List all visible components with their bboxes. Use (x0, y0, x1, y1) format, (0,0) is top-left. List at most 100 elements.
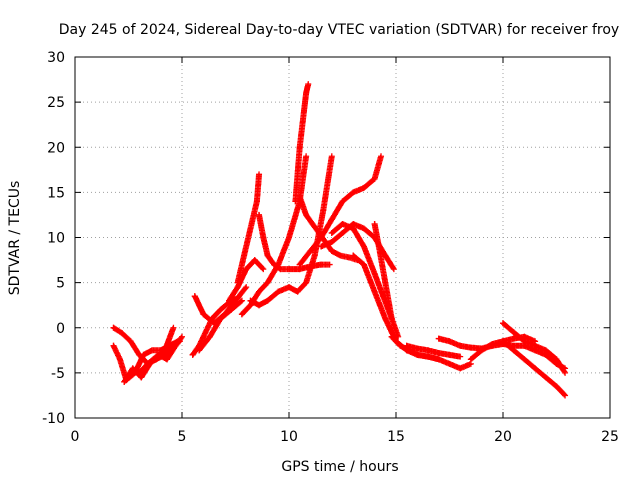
data-point (414, 345, 421, 352)
x-tick-label: 0 (71, 429, 80, 445)
data-point (217, 315, 224, 322)
data-point (300, 108, 307, 115)
data-point (149, 347, 156, 354)
data-point (510, 329, 517, 336)
data-point (337, 252, 344, 259)
y-tick-label: 20 (47, 140, 65, 156)
series-track-26 (521, 342, 569, 372)
series-track-19 (371, 220, 402, 340)
y-tick-label: -5 (51, 366, 65, 382)
data-point (179, 333, 185, 340)
data-point (318, 243, 325, 250)
data-point (510, 335, 517, 342)
data-point (238, 297, 245, 304)
data-point (305, 81, 312, 88)
data-point (253, 198, 260, 205)
data-point (260, 234, 267, 241)
x-tick-label: 15 (387, 429, 405, 445)
data-point (371, 270, 378, 277)
data-point (553, 383, 560, 390)
data-point (425, 353, 432, 360)
data-point (127, 338, 134, 345)
data-point (360, 243, 367, 250)
series-track-12 (292, 81, 312, 205)
data-point (339, 229, 346, 236)
data-point (296, 144, 303, 151)
data-point (542, 351, 549, 358)
data-point (328, 239, 335, 246)
data-point (397, 342, 404, 349)
data-point (161, 347, 168, 354)
data-point (303, 211, 310, 218)
axis-ticks: 0 5 10 15 20 25 -10 -5 0 5 10 15 20 25 30 (42, 50, 619, 445)
data-point (360, 225, 367, 232)
data-point (264, 279, 271, 286)
data-point (307, 248, 314, 255)
data-point (371, 175, 378, 182)
data-point (382, 279, 389, 286)
data-point (264, 297, 271, 304)
data-point (457, 342, 464, 349)
data-point (136, 369, 143, 376)
data-point (119, 330, 126, 337)
data-point (328, 216, 335, 223)
data-point (189, 351, 196, 358)
data-point (382, 315, 389, 322)
series-track-04 (136, 324, 177, 376)
data-point (234, 284, 241, 291)
data-point (200, 311, 207, 318)
data-point (226, 297, 233, 304)
data-point (328, 248, 335, 255)
data-point (296, 261, 303, 268)
data-point (435, 350, 442, 357)
data-point (532, 347, 539, 354)
data-point (294, 288, 301, 295)
data-point (435, 335, 442, 342)
data-point (303, 90, 310, 97)
series-track-07 (196, 297, 245, 354)
y-tick-label: -10 (42, 411, 65, 427)
data-point (510, 347, 517, 354)
data-point (371, 220, 378, 227)
data-point (286, 266, 292, 273)
data-point (403, 342, 410, 349)
data-point (275, 261, 282, 268)
y-axis-label: SDTVAR / TECUs (7, 181, 23, 296)
data-point (296, 193, 303, 200)
data-point (256, 211, 263, 218)
data-point (542, 374, 549, 381)
data-point (196, 347, 203, 354)
data-point (303, 279, 310, 286)
series-track-24 (500, 338, 569, 399)
data-point (121, 378, 128, 385)
data-point (311, 252, 318, 259)
data-point (256, 288, 263, 295)
data-point (390, 266, 397, 273)
data-point (446, 360, 453, 367)
data-point (256, 302, 263, 309)
data-point (328, 229, 335, 236)
data-point (562, 392, 569, 399)
series-track-09 (256, 211, 333, 273)
data-point (217, 306, 224, 313)
data-point (129, 365, 136, 372)
x-tick-label: 5 (178, 429, 187, 445)
data-points (110, 81, 569, 399)
data-point (202, 329, 209, 336)
data-point (318, 261, 325, 268)
data-point (395, 333, 402, 340)
data-point (425, 347, 432, 354)
data-point (500, 338, 506, 345)
data-point (414, 351, 421, 358)
data-point (170, 324, 177, 331)
y-tick-label: 15 (47, 185, 65, 201)
series-track-15 (296, 153, 385, 268)
series-track-08 (234, 171, 263, 286)
data-point (275, 288, 282, 295)
data-point (489, 340, 496, 347)
data-point (144, 360, 151, 367)
data-point (286, 284, 292, 291)
data-point (286, 234, 292, 241)
data-point (446, 351, 453, 358)
data-point (318, 234, 325, 241)
